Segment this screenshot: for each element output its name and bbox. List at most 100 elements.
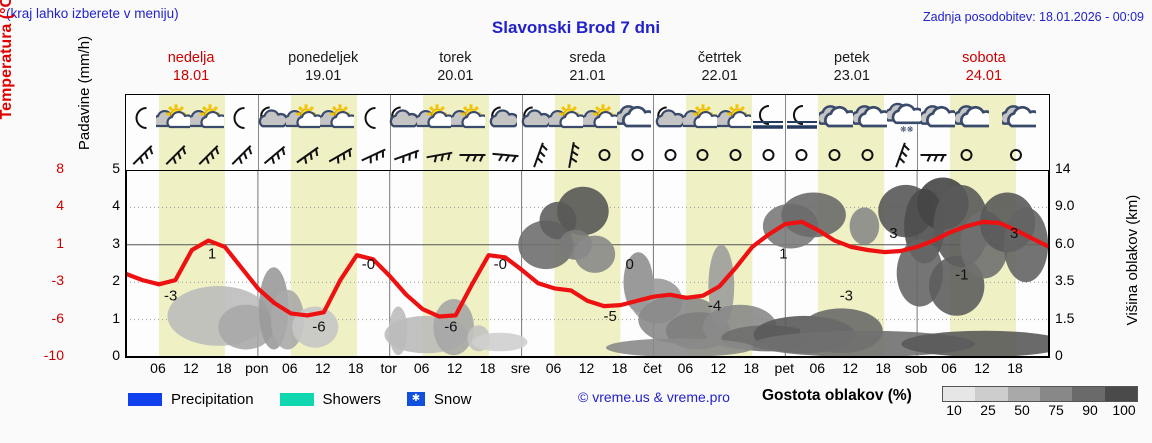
day-name: sobota <box>962 50 1006 66</box>
temperature-axis-ticks: 8 4 1 -3 -6 -10 <box>30 160 64 363</box>
temperature-point-label: -0 <box>362 256 375 273</box>
x-tick-label: 12 <box>183 360 199 376</box>
wind-barb <box>390 140 423 170</box>
weather-plot: ❋❋ -31-6-0-6-0-50-41-33-13-0 <box>125 94 1050 358</box>
weather-icon-sun-cloud <box>416 95 451 140</box>
temperature-point-label: -3 <box>164 287 177 304</box>
wind-barb <box>291 140 324 170</box>
x-tick-label: 06 <box>809 360 826 376</box>
credit-link[interactable]: © vreme.us & vreme.pro <box>578 389 730 405</box>
cloud-density-swatch <box>1039 387 1073 401</box>
day-date: 18.01 <box>172 68 210 84</box>
x-tick-label: 18 <box>216 360 232 376</box>
x-tick-label: 18 <box>1007 360 1023 376</box>
day-header-ponedeljek: ponedeljek 19.01 <box>257 50 389 90</box>
x-tick-label: sob <box>904 360 928 376</box>
cloud-height-tick: 0 <box>1055 347 1063 363</box>
weather-icon-moon <box>126 95 156 140</box>
temperature-point-label: 1 <box>208 246 216 263</box>
temperature-axis-title: Temperatura (°C) <box>0 0 15 120</box>
x-tick-label: 18 <box>875 360 891 376</box>
wind-calm-marker <box>983 140 1049 170</box>
wind-calm-marker <box>686 140 719 170</box>
legend-label: Showers <box>322 390 381 408</box>
precipitation-tick: 4 <box>112 197 120 214</box>
weather-icon-sun-cloud <box>716 95 751 140</box>
snow-star-icon: ✱ <box>406 392 425 406</box>
legend-item-showers: Showers <box>279 390 381 408</box>
weather-icon-cloud <box>954 95 989 140</box>
wind-calm-marker <box>719 140 752 170</box>
cloud-density-swatch <box>943 387 976 401</box>
x-tick-label: 06 <box>677 360 694 376</box>
temperature-point-label: 3 <box>889 225 897 242</box>
day-header-torek: torek 20.01 <box>389 50 521 90</box>
weather-icon-sun-cloud <box>682 95 717 140</box>
wind-barb <box>258 140 291 170</box>
day-header-sobota: sobota 24.01 <box>918 50 1050 90</box>
temperature-point-label: -4 <box>708 298 721 315</box>
legend-label: Precipitation <box>171 390 254 408</box>
weather-icon-sun-cloud <box>450 95 485 140</box>
day-separator <box>521 95 523 170</box>
x-tick-label: 12 <box>974 360 990 376</box>
cloud-height-tick: 3.5 <box>1055 272 1075 289</box>
weather-icon-cloud <box>616 95 651 140</box>
wind-barb <box>522 140 555 170</box>
temperature-point-label: 0 <box>626 256 634 273</box>
weather-icon-sun-cloud <box>286 95 321 140</box>
x-tick-label: 12 <box>710 360 727 376</box>
temperature-point-label: -5 <box>604 308 617 325</box>
x-tick-label: 18 <box>743 360 760 376</box>
x-tick-label: 06 <box>413 360 430 376</box>
cloud-height-tick: 1.5 <box>1055 309 1075 326</box>
day-name: ponedeljek <box>288 50 359 66</box>
x-tick-label: 18 <box>479 360 496 376</box>
day-date: 21.01 <box>569 68 606 84</box>
legend-label: Snow <box>433 390 472 408</box>
precipitation-tick: 2 <box>112 272 120 289</box>
day-header-nedelja: nedelja 18.01 <box>125 50 257 90</box>
wind-barb-row <box>126 140 1049 170</box>
temperature-point-label: -6 <box>312 318 325 335</box>
weather-icon-moon-cloud <box>254 95 287 140</box>
day-header-sreda: sreda 21.01 <box>521 50 653 90</box>
day-date: 23.01 <box>833 68 870 84</box>
series-legend: Precipitation Showers ✱ Snow <box>128 388 497 410</box>
wind-calm-marker <box>950 140 983 170</box>
cloud-height-tick: 14 <box>1055 160 1071 176</box>
chart-area: -31-6-0-6-0-50-41-33-13-0 <box>126 170 1049 357</box>
day-separator <box>653 95 655 170</box>
weather-icon-sun-cloud <box>320 95 355 140</box>
cloud-height-tick: 6.0 <box>1055 234 1075 251</box>
temperature-tick: 8 <box>56 160 64 176</box>
day-header-petek: petek 23.01 <box>786 50 918 90</box>
chart-svg: -31-6-0-6-0-50-41-33-13-0 <box>126 170 1049 357</box>
wind-calm-marker <box>588 140 621 170</box>
temperature-point-label: -0 <box>494 256 507 273</box>
day-name: nedelja <box>167 50 215 66</box>
temperature-point-label: -3 <box>840 287 853 304</box>
temperature-point-label: 3 <box>1010 225 1018 242</box>
day-name: četrtek <box>697 50 742 66</box>
last-update-label: Zadnja posodobitev: 18.01.2026 - 00:09 <box>922 10 1144 24</box>
weather-icon-moon-cloud <box>651 95 683 140</box>
day-name: torek <box>439 50 472 66</box>
x-tick-label: 18 <box>611 360 628 376</box>
weather-icon-moon-cloud <box>517 95 549 140</box>
day-date: 20.01 <box>437 68 474 84</box>
x-tick-label: 06 <box>150 360 166 376</box>
weather-icon-moon-cloud <box>385 95 417 140</box>
precipitation-tick: 5 <box>112 160 120 176</box>
wind-calm-marker <box>851 140 884 170</box>
weather-icon-cloud <box>852 95 887 140</box>
legend-item-snow: ✱ Snow <box>406 390 472 408</box>
weather-icon-cloud <box>818 95 853 140</box>
temperature-point-label: 1 <box>779 246 787 263</box>
wind-barb <box>456 140 489 170</box>
cloud-density-swatch <box>1104 387 1137 401</box>
day-name: sreda <box>569 50 606 66</box>
day-separator <box>917 95 919 170</box>
legend-item-precipitation: Precipitation <box>128 391 254 408</box>
weather-icon-row: ❋❋ <box>126 95 1049 140</box>
